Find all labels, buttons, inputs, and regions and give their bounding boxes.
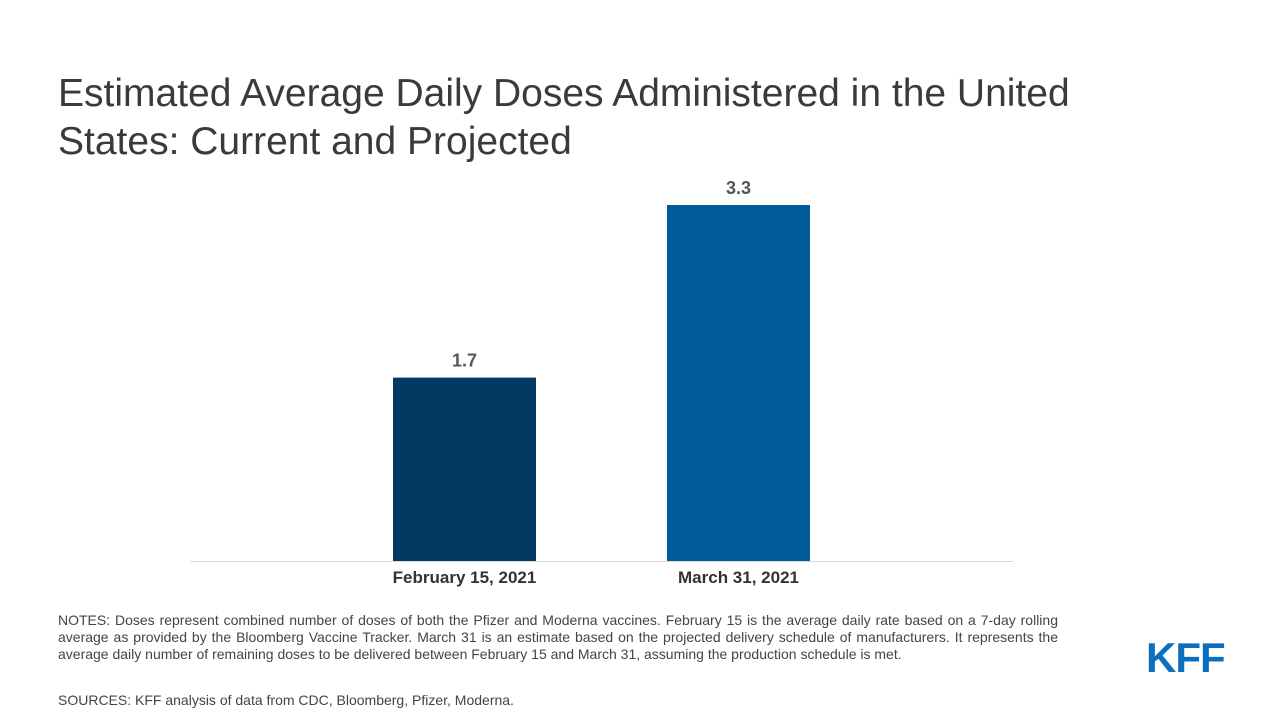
bar-2 bbox=[667, 205, 810, 561]
chart-notes: NOTES: Doses represent combined number o… bbox=[58, 612, 1058, 662]
chart-sources: SOURCES: KFF analysis of data from CDC, … bbox=[58, 692, 514, 708]
bar-1 bbox=[393, 377, 536, 561]
data-label-1: 1.7 bbox=[452, 351, 477, 371]
x-tick-label-1: February 15, 2021 bbox=[393, 568, 537, 587]
data-label-2: 3.3 bbox=[726, 178, 751, 198]
kff-logo: KFF bbox=[1146, 634, 1226, 681]
bar-chart: 1.7 February 15, 2021 3.3 March 31, 2021 bbox=[190, 178, 1013, 587]
chart-title: Estimated Average Daily Doses Administer… bbox=[58, 72, 1070, 163]
x-tick-label-2: March 31, 2021 bbox=[678, 568, 799, 587]
kff-logo-text: KFF bbox=[1146, 634, 1226, 681]
